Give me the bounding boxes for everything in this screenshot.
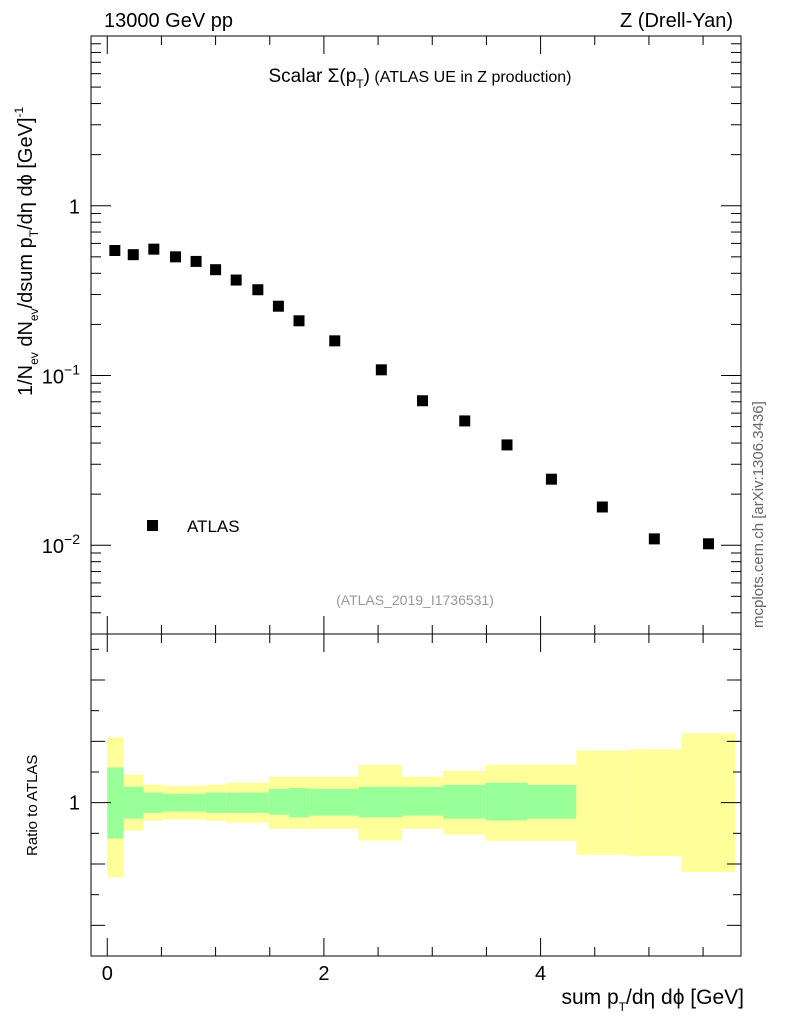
stat-band-13 xyxy=(443,784,486,819)
legend-marker-atlas xyxy=(147,520,158,531)
stat-band-8 xyxy=(268,788,290,815)
stat-band-10 xyxy=(309,788,359,816)
main-y-axis-label: 1/Nev dNev/dsum pT/dη dϕ [GeV]-1 xyxy=(12,107,41,396)
stat-band-7 xyxy=(247,792,269,813)
stat-band-0 xyxy=(107,767,124,839)
main-tick-label-2: 10−2 xyxy=(42,531,80,558)
stat-band-1 xyxy=(123,786,143,819)
legend-label-atlas: ATLAS xyxy=(187,517,240,536)
ratio-panel-frame xyxy=(90,633,742,957)
data-point-13 xyxy=(459,415,471,427)
ratio-y-ticks: 1 xyxy=(69,648,741,926)
stat-band-4 xyxy=(185,793,206,812)
ratio-y-axis-label: Ratio to ATLAS xyxy=(24,755,41,856)
x-ticks: 0 2 4 xyxy=(102,36,704,985)
x-axis-label: sum pT/dη dϕ [GeV] xyxy=(561,986,744,1014)
stat-band-9 xyxy=(289,787,310,818)
data-point-7 xyxy=(252,284,264,296)
analysis-tag: (ATLAS_2019_I1736531) xyxy=(336,592,494,608)
x-tick-label-0: 0 xyxy=(102,963,113,985)
stat-band-5 xyxy=(205,792,227,813)
data-point-1 xyxy=(127,249,139,261)
data-point-17 xyxy=(648,533,660,545)
header-left: 13000 GeV pp xyxy=(104,10,233,32)
main-y-ticks: 1 10−1 10−2 xyxy=(42,43,741,635)
stat-band-12 xyxy=(401,786,444,816)
data-point-2 xyxy=(148,243,160,255)
data-point-10 xyxy=(329,335,341,347)
main-tick-label-1: 10−1 xyxy=(42,361,80,388)
x-tick-label-1: 2 xyxy=(318,963,329,985)
data-point-3 xyxy=(170,251,181,263)
data-point-11 xyxy=(375,364,387,376)
chart-title: Scalar Σ(pT) (ATLAS UE in Z production) xyxy=(268,66,571,91)
total-band-17 xyxy=(628,749,682,857)
data-point-15 xyxy=(545,473,557,485)
stat-band-2 xyxy=(143,792,164,813)
data-point-6 xyxy=(230,274,242,286)
data-point-16 xyxy=(596,501,608,513)
data-point-12 xyxy=(417,395,428,407)
stat-band-3 xyxy=(163,793,186,812)
data-point-18 xyxy=(703,538,714,550)
stat-band-15 xyxy=(527,784,577,819)
data-point-5 xyxy=(210,264,222,276)
side-label: mcplots.cern.ch [arXiv:1306.3436] xyxy=(750,401,767,628)
data-point-0 xyxy=(109,244,121,256)
header-right: Z (Drell-Yan) xyxy=(620,10,733,32)
data-point-9 xyxy=(293,315,305,327)
data-point-4 xyxy=(190,255,202,267)
main-tick-label-0: 1 xyxy=(69,197,80,219)
atlas-data-points xyxy=(109,243,714,550)
total-band-16 xyxy=(576,750,629,855)
data-point-14 xyxy=(501,439,513,451)
x-tick-label-2: 4 xyxy=(535,963,546,985)
ratio-bands xyxy=(107,733,736,878)
main-panel-frame xyxy=(90,35,742,635)
ratio-tick-label-0: 1 xyxy=(69,793,80,815)
data-point-8 xyxy=(272,300,284,312)
stat-band-6 xyxy=(226,792,247,813)
stat-band-14 xyxy=(485,782,528,821)
stat-band-11 xyxy=(358,786,402,818)
